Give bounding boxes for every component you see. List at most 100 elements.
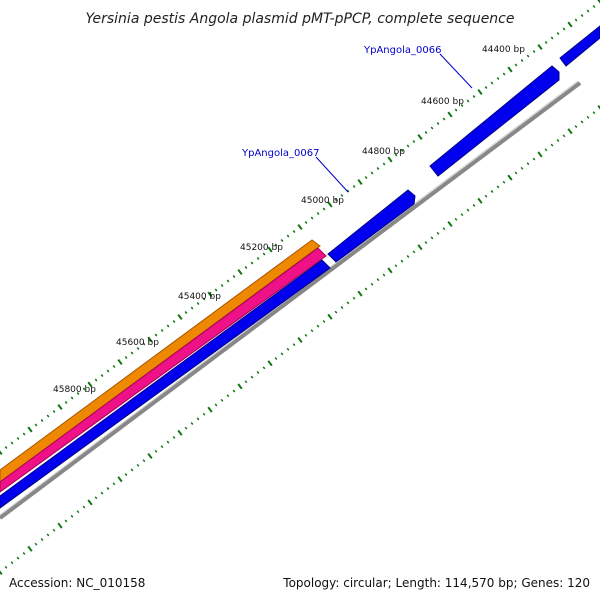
minor-tick [382,273,386,277]
minor-tick [52,410,56,413]
gene-track [0,25,600,509]
minor-tick [520,166,524,170]
minor-tick [454,108,458,112]
minor-tick [310,329,314,333]
gene-arrow-yp-angola-0066[interactable] [429,65,560,177]
major-tick [477,197,483,204]
minor-tick [70,514,74,518]
minor-tick [220,398,224,402]
gene-arrow-edge[interactable] [559,25,600,67]
major-tick [27,545,33,552]
minor-tick [352,296,356,300]
major-tick [0,570,3,576]
major-tick [447,221,453,227]
minor-tick [274,357,278,360]
minor-tick [454,217,458,221]
minor-tick [304,333,308,337]
minor-tick [346,301,350,305]
minor-tick [472,204,476,207]
pink-feature-track [0,247,327,493]
minor-tick [214,403,218,407]
tick-label: 45200 bp [240,243,283,253]
minor-tick [154,333,158,337]
minor-tick [460,104,464,107]
minor-tick [16,556,20,560]
minor-tick [346,189,350,193]
gene-label-text[interactable]: YpAngola_0067 [241,148,319,159]
minor-tick [430,126,434,130]
tick-label: 45600 bp [116,338,159,348]
minor-tick [196,302,200,305]
minor-tick [10,441,14,445]
minor-tick [586,115,590,119]
minor-tick [106,369,110,373]
minor-tick [106,487,110,490]
major-tick [447,111,453,118]
major-tick [117,476,123,483]
major-tick [597,0,600,4]
minor-tick [112,482,116,486]
major-tick [537,151,543,158]
minor-tick [142,342,146,346]
minor-tick [322,207,326,211]
minor-tick [562,134,566,138]
minor-tick [556,32,560,35]
gene-label-yp-angola-0067[interactable]: YpAngola_0067 [241,148,349,193]
tick-label: 45800 bp [53,385,96,395]
tick-labels: 44400 bp 44600 bp 44800 bp 45000 bp 4520… [53,45,525,395]
major-tick [237,269,243,275]
minor-tick [472,95,476,98]
minor-tick [574,125,578,128]
major-tick [567,21,573,28]
minor-tick [250,375,254,379]
gene-arrow-yp-angola-0067[interactable] [327,189,416,263]
minor-tick [316,212,320,215]
minor-tick [466,208,470,212]
minor-tick [250,261,254,265]
minor-tick [310,216,314,220]
major-tick [387,156,393,163]
minor-tick [160,329,164,332]
minor-tick [544,148,548,152]
major-tick [507,174,513,181]
minor-tick [406,144,410,148]
minor-tick [442,227,446,231]
minor-tick [4,565,8,569]
map-title: Yersinia pestis Angola plasmid pMT-pPCP,… [85,11,514,27]
minor-tick [130,351,134,355]
minor-tick [424,241,428,244]
minor-tick [502,180,506,184]
minor-tick [460,213,464,217]
major-tick [507,66,513,73]
major-tick [87,499,93,506]
minor-tick [466,99,470,103]
minor-tick [352,185,356,188]
minor-tick [124,356,128,359]
minor-tick [46,414,50,418]
minor-tick [592,5,596,8]
minor-tick [340,194,344,197]
minor-tick [520,59,524,62]
minor-tick [406,255,410,258]
major-tick [207,406,213,413]
gene-arrow-long[interactable] [0,259,331,509]
minor-tick [436,122,440,125]
tick-label: 44600 bp [421,97,464,107]
major-tick [597,105,600,110]
minor-tick [526,54,530,58]
minor-tick [394,264,398,268]
minor-tick [76,510,80,514]
tick-label: 44800 bp [362,147,405,157]
minor-tick [514,63,518,67]
minor-tick [436,231,440,235]
gene-label-yp-angola-0066[interactable]: YpAngola_0066 [363,45,473,89]
minor-tick [340,306,344,309]
minor-tick [166,440,170,444]
outer-tick-ring [0,0,600,455]
minor-tick [52,528,56,532]
gene-label-text[interactable]: YpAngola_0066 [363,45,441,56]
minor-tick [280,352,284,356]
minor-tick [70,396,74,400]
major-tick [357,179,363,185]
